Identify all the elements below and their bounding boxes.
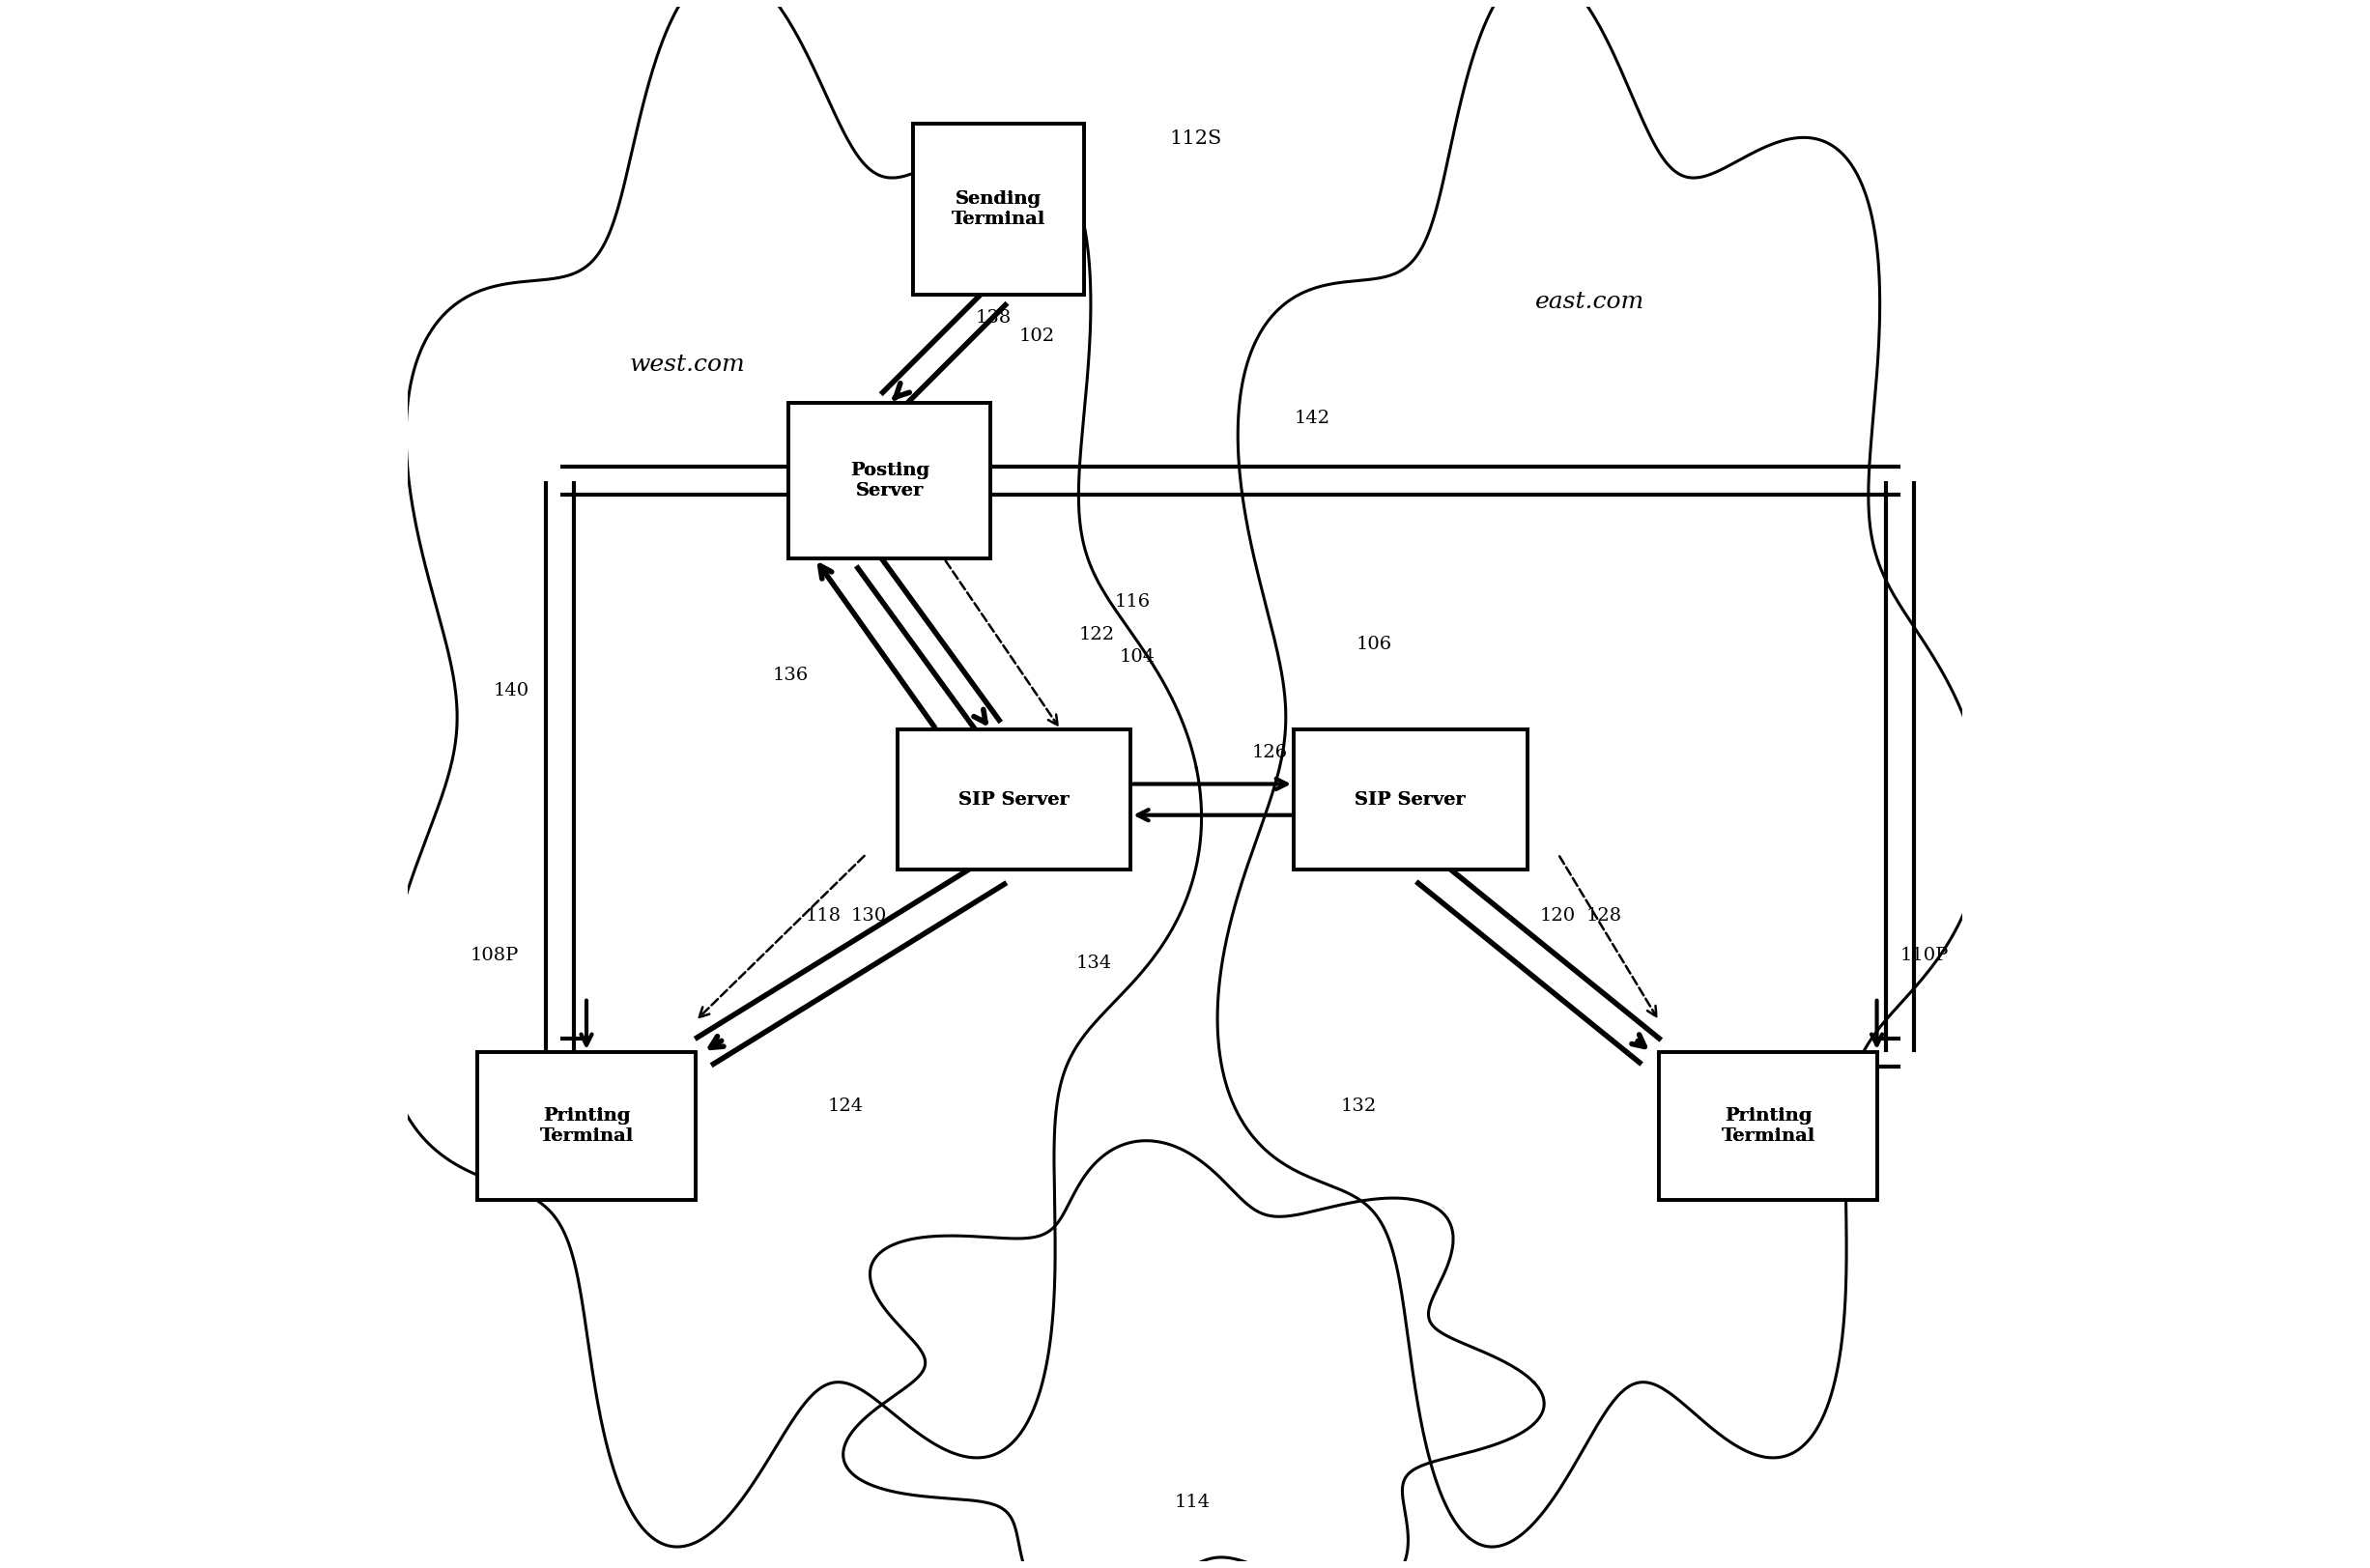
Text: 110P: 110P	[1901, 947, 1948, 964]
Text: 108P: 108P	[469, 947, 519, 964]
Text: Posting
Server: Posting Server	[851, 463, 929, 500]
FancyBboxPatch shape	[479, 1052, 694, 1200]
Text: 132: 132	[1341, 1098, 1377, 1115]
Text: SIP Server: SIP Server	[1356, 790, 1467, 808]
Text: 116: 116	[1114, 593, 1152, 612]
FancyBboxPatch shape	[1294, 729, 1526, 870]
FancyBboxPatch shape	[479, 1052, 694, 1200]
Text: Printing
Terminal: Printing Terminal	[540, 1107, 633, 1145]
Text: 142: 142	[1294, 409, 1330, 428]
Text: 112S: 112S	[1168, 130, 1223, 147]
Text: SIP Server: SIP Server	[957, 790, 1069, 808]
Text: Printing
Terminal: Printing Terminal	[1721, 1107, 1815, 1145]
Text: SIP Server: SIP Server	[1356, 790, 1467, 808]
Text: 102: 102	[1019, 328, 1055, 345]
FancyBboxPatch shape	[789, 403, 991, 558]
Text: 122: 122	[1078, 626, 1116, 643]
Text: 134: 134	[1076, 953, 1112, 972]
FancyBboxPatch shape	[1659, 1052, 1877, 1200]
Text: Sending
Terminal: Sending Terminal	[950, 190, 1045, 227]
FancyBboxPatch shape	[912, 124, 1083, 295]
Text: 138: 138	[974, 309, 1012, 326]
Text: 126: 126	[1251, 745, 1287, 762]
Text: 136: 136	[773, 666, 808, 684]
FancyBboxPatch shape	[912, 124, 1083, 295]
Text: 120: 120	[1540, 908, 1576, 925]
Text: 104: 104	[1119, 648, 1157, 665]
Text: Printing
Terminal: Printing Terminal	[540, 1107, 633, 1145]
Text: Sending
Terminal: Sending Terminal	[950, 190, 1045, 227]
Text: 130: 130	[851, 908, 886, 925]
Text: Printing
Terminal: Printing Terminal	[1721, 1107, 1815, 1145]
Text: 106: 106	[1356, 635, 1391, 652]
FancyBboxPatch shape	[1294, 729, 1526, 870]
Text: SIP Server: SIP Server	[957, 790, 1069, 808]
Text: 124: 124	[827, 1098, 863, 1115]
FancyBboxPatch shape	[898, 729, 1130, 870]
FancyBboxPatch shape	[898, 729, 1130, 870]
FancyBboxPatch shape	[789, 403, 991, 558]
Text: east.com: east.com	[1536, 292, 1645, 314]
Text: west.com: west.com	[630, 353, 747, 375]
Text: 128: 128	[1586, 908, 1621, 925]
Text: 140: 140	[493, 682, 529, 699]
Text: Posting
Server: Posting Server	[851, 463, 929, 500]
Text: 114: 114	[1173, 1494, 1211, 1512]
Text: 118: 118	[806, 908, 841, 925]
FancyBboxPatch shape	[1659, 1052, 1877, 1200]
